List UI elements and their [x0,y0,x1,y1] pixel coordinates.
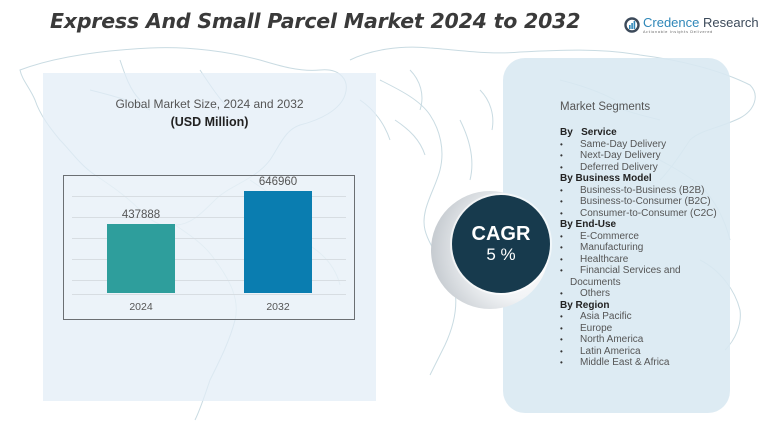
segments-title: Market Segments [560,101,651,113]
credence-research-logo: Credence Research Actionable Insights De… [624,16,759,34]
segment-item-text: Deferred Delivery [580,161,658,173]
segment-item: • Consumer-to-Consumer (C2C) [560,208,717,220]
segment-item: • Same-Day Delivery [560,139,717,151]
bullet-icon: • [560,197,563,206]
segment-item: • Deferred Delivery [560,162,717,174]
gridline [72,217,346,218]
segment-item: • Latin America [560,346,717,358]
bar-category-2024: 2024 [129,301,153,313]
segment-item-text: Asia Pacific [580,311,632,322]
segments-list: Market Segments By Service • Same-Day Del… [560,101,717,369]
segment-item-text: Next-Day Delivery [580,150,661,161]
page-title: Express And Small Parcel Market 2024 to … [50,9,581,33]
bullet-icon: • [560,185,563,195]
segment-item: • Business-to-Consumer (B2C) [560,196,717,208]
gridline [72,294,346,295]
logo-tagline: Actionable Insights Delivered [643,30,713,34]
bullet-icon: • [560,312,563,321]
chart-unit: (USD Million) [170,115,249,129]
segment-group-service: By Service [560,127,617,138]
segment-group-end-use: By End-Use [560,219,617,230]
segment-item-text: Healthcare [580,253,629,265]
segment-item-text: Latin America [580,345,641,357]
bullet-icon: • [560,231,563,241]
segment-item-text: Middle East & Africa [580,357,670,368]
segment-item: • E-Commerce [560,231,717,243]
gridline [72,196,346,197]
segment-group-business-model: By Business Model [560,173,652,184]
segment-item: • Next-Day Delivery [560,150,717,162]
chart-title: Global Market Size, 2024 and 2032 [115,97,304,111]
segment-item: • Asia Pacific [560,311,717,323]
market-size-panel: Global Market Size, 2024 and 2032 (USD M… [43,73,376,401]
segment-item-text: Business-to-Business (B2B) [580,184,705,196]
logo-name-primary: Credence [643,15,700,30]
segment-item-continuation: Documents [560,277,717,289]
bullet-icon: • [560,289,563,298]
bullet-icon: • [560,358,563,367]
bar-chart: 437888 2024 646960 2032 [63,175,355,320]
segment-item: • Healthcare [560,254,717,266]
segment-item-text: Business-to-Consumer (B2C) [580,196,711,207]
segment-item: • Middle East & Africa [560,357,717,369]
bullet-icon: • [560,254,563,264]
bullet-icon: • [560,243,563,252]
gridline [72,238,346,239]
bullet-icon: • [560,266,563,275]
segment-item-text: Same-Day Delivery [580,138,667,150]
bullet-icon: • [560,208,563,218]
segment-item-text: Manufacturing [580,242,644,253]
segment-item: • Europe [560,323,717,335]
segment-group-region: By Region [560,299,610,311]
bullet-icon: • [560,139,563,149]
cagr-badge: CAGR 5 % [452,195,550,293]
bar-value-2024: 437888 [121,209,161,221]
segment-item-text: E-Commerce [580,230,639,242]
logo-name-secondary: Research [699,15,759,30]
segment-item-text: Consumer-to-Consumer (C2C) [580,207,717,219]
cagr-value: 5 % [486,245,516,264]
segment-item-text: Documents [570,276,621,288]
bar-value-2032: 646960 [258,176,298,188]
bullet-icon: • [560,335,563,344]
bullet-icon: • [560,151,563,160]
bar-2024 [107,224,175,293]
segment-item: • Financial Services and [560,265,717,277]
gridline [72,259,346,260]
logo-name: Credence Research [643,16,759,29]
cagr-label: CAGR [471,223,531,245]
bar-2032 [244,191,312,293]
segment-item: • Manufacturing [560,242,717,254]
segment-item: • North America [560,334,717,346]
bullet-icon: • [560,162,563,172]
segment-item-text: Europe [580,322,613,334]
segment-item-text: Financial Services and [580,265,681,276]
credence-logo-icon [624,17,640,33]
segment-item-text: North America [580,334,644,345]
gridline [72,280,346,281]
segment-item-text: Others [580,288,611,299]
bullet-icon: • [560,323,563,333]
segment-item: • Business-to-Business (B2B) [560,185,717,197]
segment-item: • Others [560,288,717,300]
bullet-icon: • [560,346,563,356]
bar-category-2032: 2032 [266,301,290,313]
